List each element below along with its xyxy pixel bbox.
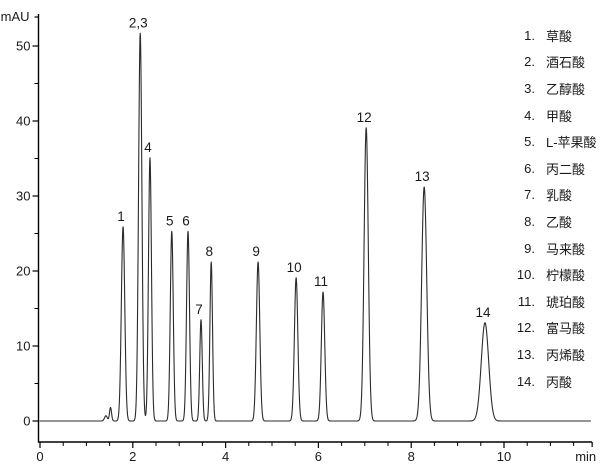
legend-item: 3. 乙醇酸 [505, 75, 605, 102]
legend-label: 甲酸 [546, 108, 573, 124]
legend-number: 5. [524, 134, 535, 150]
y-tick-label: 10 [16, 339, 30, 354]
legend-item: 6. 丙二酸 [505, 155, 605, 182]
y-tick-label: 50 [16, 39, 30, 54]
y-axis-unit-label: mAU [1, 9, 30, 24]
legend-item: 5. L-苹果酸 [505, 128, 605, 155]
y-tick-label: 20 [16, 264, 30, 279]
legend-number: 7. [524, 187, 535, 203]
peak-label-2-3: 2,3 [129, 15, 148, 30]
peak-label-4: 4 [144, 140, 152, 155]
legend-item: 12. 富马酸 [505, 315, 605, 342]
peak-label-8: 8 [205, 244, 213, 259]
peak-label-9: 9 [252, 244, 260, 259]
y-tick-label: 30 [16, 189, 30, 204]
peak-label-14: 14 [475, 305, 491, 320]
legend-number: 6. [524, 160, 535, 176]
x-tick-label: 4 [222, 449, 229, 464]
legend-number: 14. [516, 373, 535, 389]
y-tick-label: 40 [16, 114, 30, 129]
legend-number: 1. [524, 27, 535, 43]
legend-label: 酒石酸 [546, 55, 586, 71]
legend-item: 1. 草酸 [505, 22, 605, 49]
legend-item: 11. 琥珀酸 [505, 288, 605, 315]
legend-label: 柠檬酸 [546, 268, 586, 284]
legend-item: 10. 柠檬酸 [505, 261, 605, 288]
legend-item: 14. 丙酸 [505, 368, 605, 395]
legend-label: L-苹果酸 [546, 135, 597, 151]
legend-number: 10. [516, 267, 535, 283]
x-tick-label: 6 [315, 449, 322, 464]
legend-item: 2. 酒石酸 [505, 49, 605, 76]
peak-label-10: 10 [287, 260, 302, 275]
peak-label-1: 1 [117, 209, 125, 224]
peak-legend: 1. 草酸 2. 酒石酸 3. 乙醇酸 4. 甲酸 5. L-苹果酸 6. 丙二酸 7. 乳酸… [505, 22, 605, 394]
legend-number: 4. [524, 107, 535, 123]
x-tick-label: 2 [129, 449, 136, 464]
legend-label: 乙酸 [546, 214, 573, 230]
x-tick-label: 8 [408, 449, 415, 464]
legend-number: 3. [524, 80, 535, 96]
legend-number: 2. [524, 54, 535, 70]
y-tick-label: 0 [23, 414, 30, 429]
x-tick-label: 10 [497, 449, 511, 464]
legend-number: 12. [516, 320, 535, 336]
legend-number: 9. [524, 240, 535, 256]
legend-label: 丙二酸 [546, 161, 586, 177]
legend-item: 9. 马来酸 [505, 235, 605, 262]
legend-label: 乳酸 [546, 188, 573, 204]
chromatogram-trace [39, 32, 592, 422]
legend-number: 8. [524, 213, 535, 229]
legend-label: 丙烯酸 [546, 347, 586, 363]
legend-label: 马来酸 [546, 241, 586, 257]
legend-number: 13. [516, 346, 535, 362]
legend-item: 7. 乳酸 [505, 182, 605, 209]
legend-item: 13. 丙烯酸 [505, 341, 605, 368]
legend-number: 11. [517, 293, 535, 309]
legend-label: 草酸 [546, 28, 573, 44]
peak-label-13: 13 [415, 169, 430, 184]
legend-label: 琥珀酸 [546, 294, 586, 310]
peak-label-12: 12 [357, 110, 372, 125]
peak-label-5: 5 [166, 213, 174, 228]
legend-label: 丙酸 [546, 374, 573, 390]
peak-label-6: 6 [182, 213, 190, 228]
legend-item: 8. 乙酸 [505, 208, 605, 235]
legend-label: 乙醇酸 [546, 81, 586, 97]
legend-label: 富马酸 [546, 321, 586, 337]
peak-label-11: 11 [314, 274, 328, 289]
peak-label-7: 7 [195, 302, 203, 317]
legend-item: 4. 甲酸 [505, 102, 605, 129]
x-axis-unit-label: min [575, 449, 596, 464]
x-tick-label: 0 [36, 449, 43, 464]
